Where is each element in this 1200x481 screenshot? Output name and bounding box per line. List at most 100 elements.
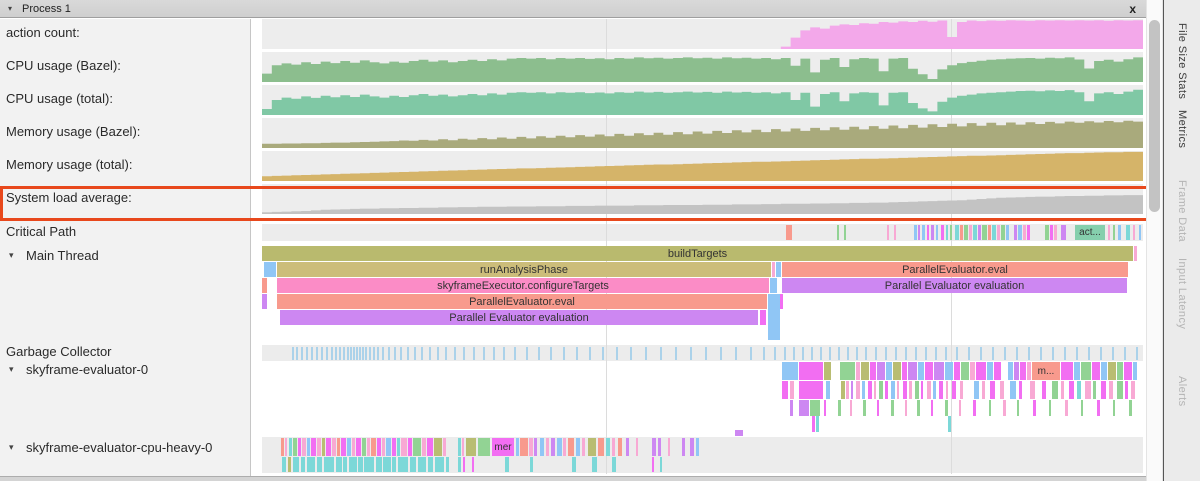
- cpu-heavy-slice[interactable]: [324, 457, 334, 472]
- critical-path-slice[interactable]: [936, 225, 938, 240]
- cpu-heavy-slice[interactable]: [612, 457, 616, 472]
- cpu-heavy-slice[interactable]: [422, 438, 426, 456]
- cpu-heavy-slice[interactable]: [668, 438, 670, 456]
- cpu-heavy-slice[interactable]: [534, 438, 537, 456]
- cpu-heavy-slice[interactable]: [582, 438, 585, 456]
- evaluator0-slice[interactable]: [1077, 381, 1081, 399]
- gc-slice[interactable]: [394, 347, 396, 360]
- trace-slice[interactable]: [1134, 246, 1137, 261]
- critical-path-slice[interactable]: [914, 225, 917, 240]
- gc-slice[interactable]: [735, 347, 737, 360]
- evaluator0-slice[interactable]: [961, 362, 969, 380]
- cpu-heavy-slice[interactable]: [443, 438, 446, 456]
- evaluator0-slice[interactable]: [1003, 400, 1006, 416]
- evaluator0-slice[interactable]: [946, 381, 948, 399]
- metric-chart-cpu-usage-total[interactable]: [262, 85, 1143, 115]
- cpu-heavy-slice[interactable]: [472, 457, 474, 472]
- gc-slice[interactable]: [675, 347, 677, 360]
- cpu-heavy-slice[interactable]: [612, 438, 615, 456]
- slice-ParallelEvaluator-eval[interactable]: ParallelEvaluator.eval: [277, 294, 767, 309]
- gc-slice[interactable]: [326, 347, 328, 360]
- slice-runAnalysisPhase[interactable]: runAnalysisPhase: [277, 262, 771, 277]
- cpu-heavy-slice[interactable]: [563, 438, 566, 456]
- evaluator0-slice[interactable]: [908, 362, 917, 380]
- evaluator0-slice[interactable]: [1081, 400, 1083, 416]
- gc-slice[interactable]: [373, 347, 375, 360]
- evaluator0-slice[interactable]: [891, 381, 895, 399]
- gc-slice[interactable]: [829, 347, 831, 360]
- evaluator0-slice[interactable]: [982, 381, 985, 399]
- evaluator0-slice[interactable]: [799, 362, 823, 380]
- critical-path-slice[interactable]: [1018, 225, 1022, 240]
- gc-slice[interactable]: [1040, 347, 1042, 360]
- gc-slice[interactable]: [802, 347, 804, 360]
- gc-slice[interactable]: [493, 347, 495, 360]
- gc-slice[interactable]: [616, 347, 618, 360]
- critical-path-slice[interactable]: [982, 225, 987, 240]
- trace-slice[interactable]: [770, 278, 777, 293]
- critical-path-slice[interactable]: [1118, 225, 1121, 240]
- cpu-heavy-slice[interactable]: [392, 438, 396, 456]
- critical-path-slice[interactable]: [960, 225, 963, 240]
- critical-path-slice[interactable]: [1061, 225, 1066, 240]
- evaluator0-slice[interactable]: [921, 381, 923, 399]
- cpu-heavy-slice[interactable]: [458, 457, 461, 472]
- evaluator0-slice[interactable]: [952, 381, 956, 399]
- evaluator0-slice[interactable]: [927, 381, 931, 399]
- evaluator0-slice[interactable]: [945, 362, 953, 380]
- gc-slice[interactable]: [445, 347, 447, 360]
- metric-chart-system-load-average[interactable]: [262, 184, 1143, 214]
- gc-slice[interactable]: [382, 347, 384, 360]
- gc-slice[interactable]: [347, 347, 349, 360]
- gc-slice[interactable]: [292, 347, 294, 360]
- evaluator0-slice[interactable]: [1101, 381, 1106, 399]
- evaluator0-slice[interactable]: [1065, 400, 1068, 416]
- evaluator0-slice[interactable]: [1117, 381, 1123, 399]
- critical-path-slice[interactable]: [978, 225, 981, 240]
- evaluator0-slice[interactable]: [909, 381, 912, 399]
- cpu-heavy-slice[interactable]: [696, 438, 699, 456]
- gc-slice[interactable]: [784, 347, 786, 360]
- evaluator0-slice[interactable]: [917, 400, 920, 416]
- critical-path-slice[interactable]: [894, 225, 896, 240]
- gc-slice[interactable]: [1076, 347, 1078, 360]
- sidebar-tab-file-size-stats[interactable]: File Size Stats: [1176, 23, 1188, 100]
- gc-slice[interactable]: [980, 347, 982, 360]
- critical-path-slice[interactable]: [988, 225, 991, 240]
- evaluator0-slice[interactable]: [974, 381, 979, 399]
- cpu-heavy-slice[interactable]: [364, 457, 374, 472]
- critical-path-slice[interactable]: [922, 225, 925, 240]
- gc-slice[interactable]: [339, 347, 341, 360]
- trace-slice[interactable]: [812, 416, 815, 432]
- gc-slice[interactable]: [414, 347, 416, 360]
- trace-slice[interactable]: [760, 310, 766, 325]
- cpu-heavy-slice[interactable]: [386, 438, 391, 456]
- slice-parallel-evaluator-evaluation[interactable]: Parallel Evaluator evaluation: [782, 278, 1127, 293]
- gc-slice[interactable]: [875, 347, 877, 360]
- cpu-heavy-slice[interactable]: [520, 438, 528, 456]
- evaluator0-slice[interactable]: [799, 381, 823, 399]
- critical-path-slice[interactable]: [1139, 225, 1141, 240]
- cpu-heavy-slice[interactable]: [302, 438, 306, 456]
- cpu-heavy-slice[interactable]: [557, 438, 562, 456]
- gc-slice[interactable]: [865, 347, 867, 360]
- gc-slice[interactable]: [388, 347, 390, 360]
- evaluator0-slice[interactable]: [856, 381, 860, 399]
- critical-path-slice[interactable]: [918, 225, 920, 240]
- evaluator0-slice[interactable]: [824, 362, 831, 380]
- evaluator0-slice[interactable]: [945, 400, 948, 416]
- gc-slice[interactable]: [811, 347, 813, 360]
- evaluator0-slice[interactable]: [1101, 362, 1107, 380]
- cpu-heavy-slice[interactable]: [382, 438, 385, 456]
- gc-slice[interactable]: [1112, 347, 1114, 360]
- gc-slice[interactable]: [429, 347, 431, 360]
- cpu-heavy-slice[interactable]: [293, 457, 299, 472]
- gc-slice[interactable]: [538, 347, 540, 360]
- cpu-heavy-slice[interactable]: [462, 438, 464, 456]
- gc-slice[interactable]: [316, 347, 318, 360]
- evaluator0-slice[interactable]: [960, 381, 963, 399]
- gc-slice[interactable]: [503, 347, 505, 360]
- cpu-heavy-slice[interactable]: [311, 438, 316, 456]
- cpu-heavy-slice[interactable]: [326, 438, 331, 456]
- trace-slice[interactable]: [780, 294, 783, 309]
